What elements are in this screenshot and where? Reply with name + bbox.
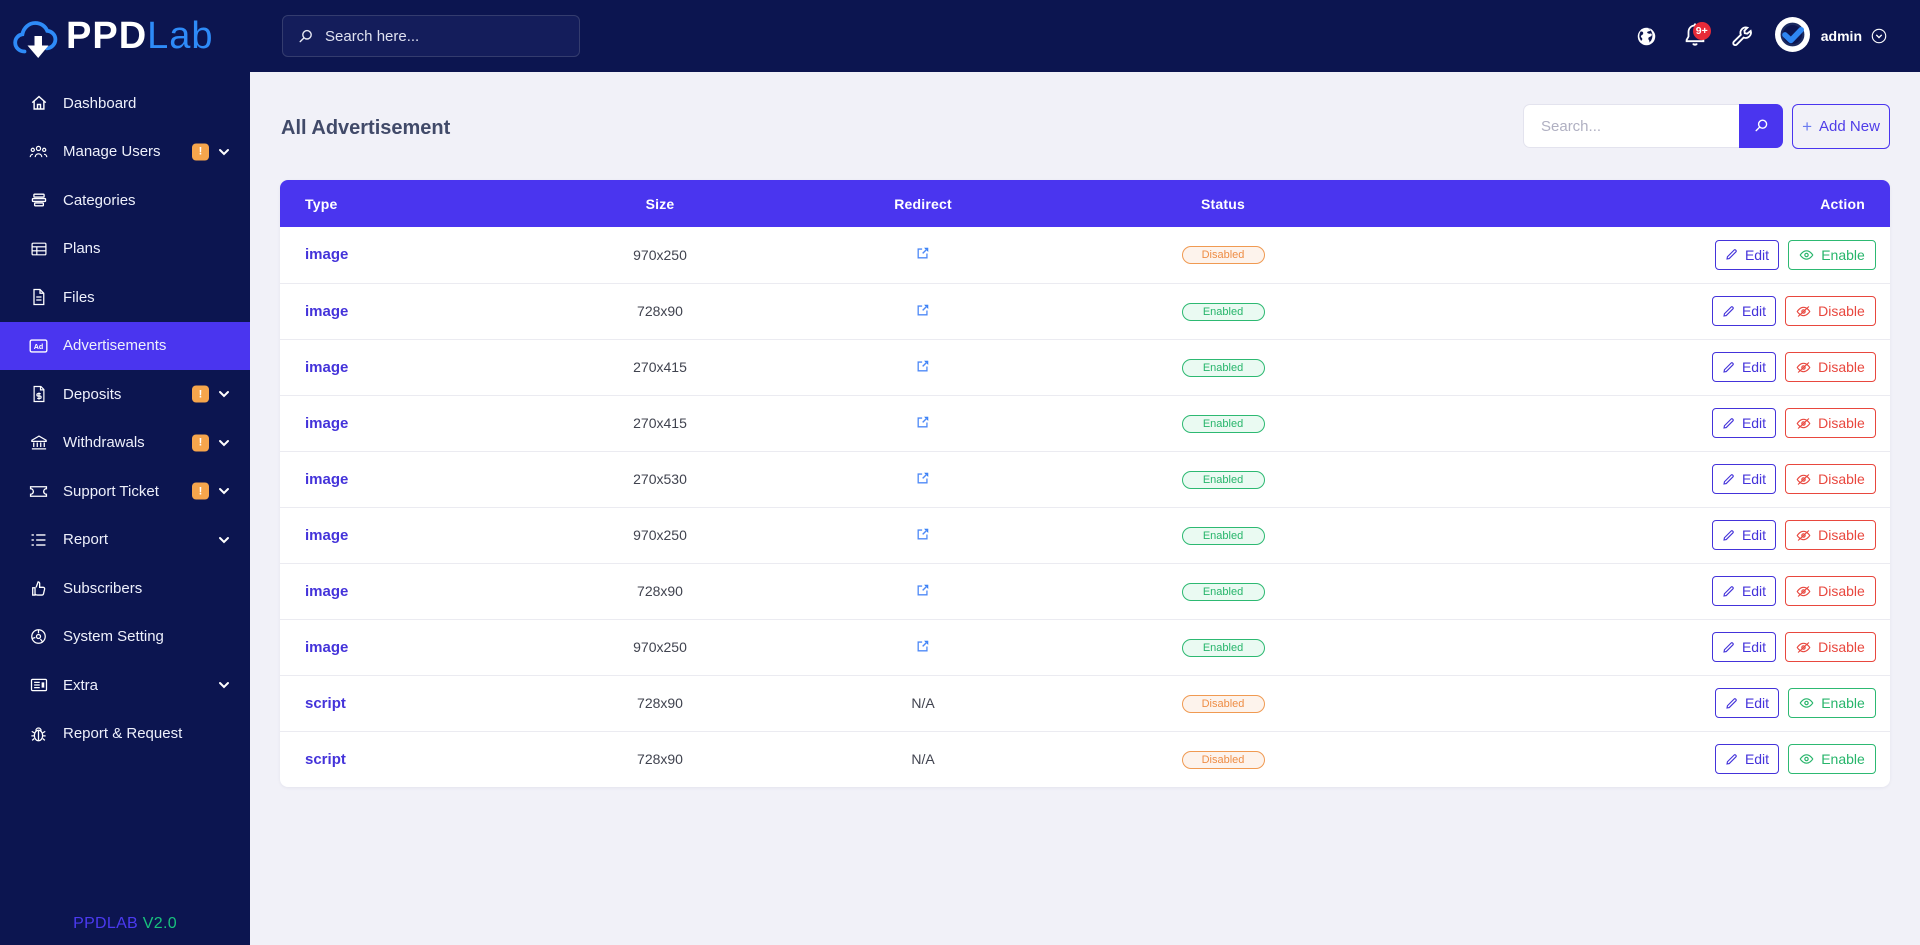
svg-text:Ad: Ad [34, 343, 43, 351]
